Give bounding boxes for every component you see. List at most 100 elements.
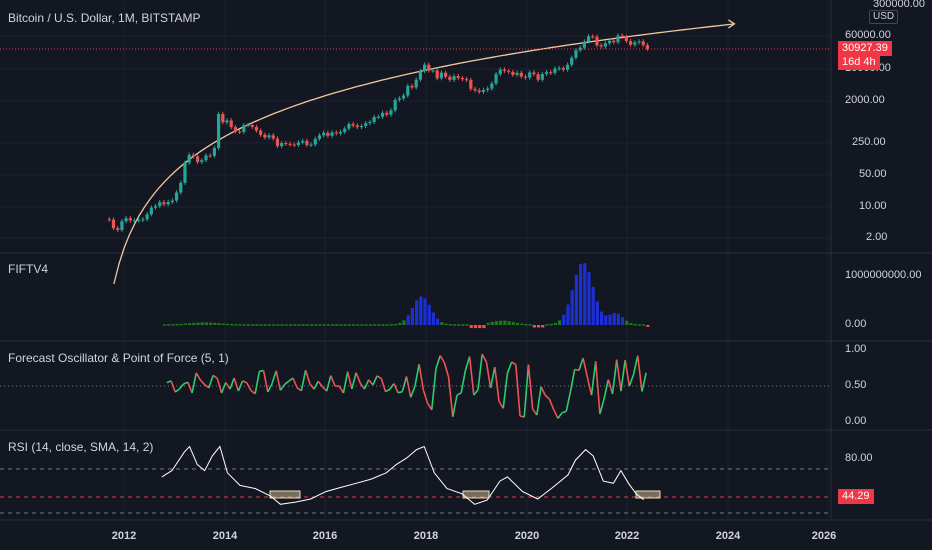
candle xyxy=(238,131,242,133)
candle xyxy=(229,120,233,128)
osc-segment xyxy=(544,394,551,400)
fiftv-bar xyxy=(520,323,524,326)
candle xyxy=(452,76,456,80)
osc-segment xyxy=(355,372,362,384)
candle xyxy=(259,130,263,135)
candle xyxy=(334,132,338,134)
osc-segment xyxy=(620,360,626,392)
fiftv-bar xyxy=(448,324,452,326)
fiftv-bar xyxy=(524,323,528,326)
candle xyxy=(528,72,532,78)
osc-segment xyxy=(397,390,403,394)
currency-button[interactable]: USD xyxy=(869,10,899,24)
fiftv-bar xyxy=(284,324,288,326)
candle xyxy=(427,64,431,71)
osc-segment xyxy=(460,370,467,394)
rsi-title[interactable]: RSI (14, close, SMA, 14, 2) xyxy=(8,440,154,454)
fiftv-bar xyxy=(621,317,625,325)
osc-segment xyxy=(447,376,454,417)
osc-segment xyxy=(552,409,559,419)
candle xyxy=(633,42,637,45)
fiftv-bar xyxy=(423,298,427,325)
osc-segment xyxy=(330,375,336,387)
fiftv-bar xyxy=(204,322,209,325)
candle xyxy=(502,69,507,71)
fiftv-bar xyxy=(360,324,364,326)
fiftv-bar xyxy=(629,323,633,325)
osc-segment xyxy=(300,370,307,391)
candle xyxy=(107,219,111,221)
osc-segment xyxy=(174,388,180,393)
fiftv-bar xyxy=(393,323,398,326)
osc-segment xyxy=(561,410,567,414)
candle xyxy=(376,116,380,118)
fiftv-bar xyxy=(192,322,196,325)
osc-segment xyxy=(586,376,593,396)
rsi-value-badge: 44.29 xyxy=(838,489,874,504)
osc-segment xyxy=(473,389,479,396)
candle xyxy=(111,219,116,229)
fiftv-title[interactable]: FIFTV4 xyxy=(8,262,49,276)
candle xyxy=(397,98,401,100)
candle xyxy=(401,95,406,99)
osc-segment xyxy=(498,400,504,409)
osc-segment xyxy=(641,372,647,392)
rsi-zone-box xyxy=(635,490,661,499)
fiftv-bar xyxy=(570,290,574,325)
candle xyxy=(507,70,511,72)
fiftv-bar xyxy=(587,272,591,325)
fiftv-bar xyxy=(444,323,448,326)
candle xyxy=(326,132,330,136)
osc-segment xyxy=(229,377,235,390)
rsi-line xyxy=(0,445,830,514)
fiftv-bar xyxy=(276,324,280,326)
price-candles xyxy=(107,33,650,233)
price-tick: 2000.00 xyxy=(845,94,885,106)
fiftv-bar xyxy=(280,324,284,326)
fiftv-bar xyxy=(465,324,469,326)
candle xyxy=(645,45,650,49)
candle xyxy=(582,41,586,48)
forecast-title[interactable]: Forecast Oscillator & Point of Force (5,… xyxy=(8,351,229,365)
candle xyxy=(200,160,204,162)
candle xyxy=(591,36,595,38)
trendline[interactable] xyxy=(113,19,736,285)
fiftv-bar xyxy=(339,324,343,326)
candle xyxy=(170,200,174,202)
osc-segment xyxy=(325,375,332,392)
candle xyxy=(641,41,645,46)
osc-segment xyxy=(393,383,399,394)
candle xyxy=(629,41,633,45)
osc-segment xyxy=(531,408,538,416)
x-tick: 2022 xyxy=(614,530,640,542)
candle xyxy=(292,144,296,146)
candle xyxy=(418,71,422,80)
fiftv-bar xyxy=(196,322,200,325)
fiftv-bar xyxy=(486,322,490,325)
price-tick: 300000.00 xyxy=(873,0,925,10)
fiftv-bar xyxy=(255,324,259,326)
fiftv-bar xyxy=(625,320,629,325)
candle xyxy=(448,76,452,80)
osc-segment xyxy=(569,369,576,392)
candle xyxy=(204,155,208,161)
osc-segment xyxy=(233,377,240,392)
fiftv-bar xyxy=(238,324,242,326)
candle xyxy=(313,138,317,145)
candle xyxy=(372,116,376,123)
osc-segment xyxy=(267,383,273,393)
osc-segment xyxy=(304,369,311,385)
candle xyxy=(498,69,502,75)
fiftv-bar xyxy=(427,304,431,325)
osc-segment xyxy=(451,395,458,417)
symbol-title[interactable]: Bitcoin / U.S. Dollar, 1M, BITSTAMP xyxy=(8,11,201,25)
candle xyxy=(250,124,254,127)
osc-segment xyxy=(624,360,631,387)
fiftv-bar xyxy=(368,324,372,326)
candle xyxy=(267,135,271,138)
candle xyxy=(233,127,238,132)
candle xyxy=(351,123,355,126)
fiftv-bar xyxy=(364,324,368,326)
candle xyxy=(553,68,557,73)
